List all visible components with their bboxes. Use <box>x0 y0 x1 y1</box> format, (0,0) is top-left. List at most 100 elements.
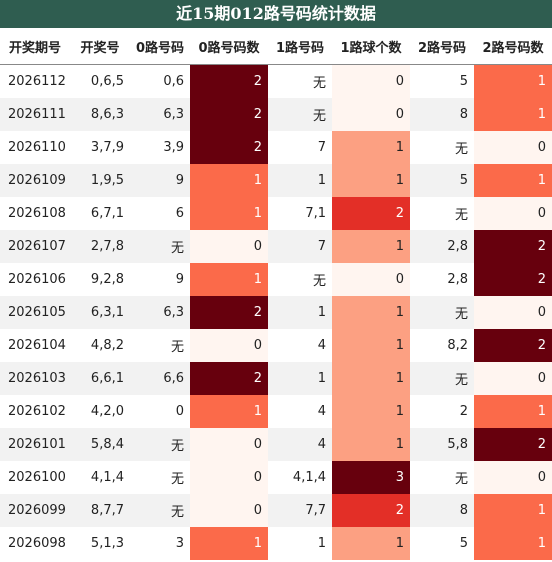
cell: 4,8,2 <box>90 337 124 353</box>
cell: 无 <box>410 295 474 329</box>
count-cell: 1 <box>474 493 552 527</box>
cell: 无 <box>410 361 474 395</box>
cell: 7,7 <box>268 493 332 527</box>
cell: 2026109 <box>0 163 70 197</box>
cell: 4 <box>268 427 332 461</box>
count-cell: 2 <box>332 196 410 230</box>
count-cell: 1 <box>190 262 268 296</box>
cell: 3,7,9 <box>90 139 124 155</box>
count-cell: 1 <box>474 97 552 131</box>
count-cell: 1 <box>474 163 552 197</box>
cell: 2026103 <box>0 361 70 395</box>
cell: 9,2,8 <box>90 271 124 287</box>
cell: 0 <box>175 403 184 419</box>
cell: 4 <box>317 403 326 419</box>
count-cell: 1 <box>190 394 268 428</box>
count-cell: 0 <box>332 64 410 98</box>
count-cell: 2 <box>190 361 268 395</box>
cell: 无 <box>170 471 184 487</box>
row: 2026108 6,7,1 6 1 7,1 2 无 0 <box>0 196 552 230</box>
row: 2026102 4,2,0 0 1 4 1 2 1 <box>0 394 552 428</box>
cell: 1,9,5 <box>70 163 130 197</box>
count-cell: 2 <box>474 262 552 296</box>
cell: 无 <box>454 207 468 223</box>
count-cell: 1 <box>332 130 410 164</box>
count-cell: 0 <box>190 460 268 494</box>
column-header: 开奖号 <box>70 28 130 65</box>
column-header: 0路号码数 <box>190 28 268 65</box>
cell: 9 <box>175 271 184 287</box>
row: 2026107 2,7,8 无 0 7 1 2,8 2 <box>0 229 552 263</box>
cell: 无 <box>130 493 190 527</box>
cell: 5,1,3 <box>90 535 124 551</box>
column-header: 2路号码数 <box>474 28 552 65</box>
cell: 2,7,8 <box>70 229 130 263</box>
row: 2026099 8,7,7 无 0 7,7 2 8 1 <box>0 493 552 527</box>
cell: 5,8,4 <box>70 427 130 461</box>
cell: 5 <box>459 535 468 551</box>
count-cell: 0 <box>332 97 410 131</box>
row: 2026106 9,2,8 9 1 无 0 2,8 2 <box>0 262 552 296</box>
cell: 1 <box>268 163 332 197</box>
count-cell: 0 <box>190 328 268 362</box>
count-cell: 2 <box>474 229 552 263</box>
cell: 2026105 <box>0 295 70 329</box>
cell: 7,1 <box>305 205 326 221</box>
count-cell: 1 <box>332 295 410 329</box>
count-cell: 1 <box>332 229 410 263</box>
count-cell: 1 <box>474 394 552 428</box>
cell: 0,6,5 <box>90 73 124 89</box>
count-cell: 0 <box>190 493 268 527</box>
count-cell: 1 <box>332 163 410 197</box>
cell: 1 <box>268 295 332 329</box>
row: 2026109 1,9,5 9 1 1 1 5 1 <box>0 163 552 197</box>
column-header: 1路号码 <box>268 28 332 65</box>
count-cell: 0 <box>474 295 552 329</box>
count-cell: 2 <box>190 295 268 329</box>
cell: 8 <box>410 493 474 527</box>
cell: 6,3 <box>130 295 190 329</box>
count-cell: 1 <box>332 427 410 461</box>
count-cell: 0 <box>332 262 410 296</box>
cell: 2026104 <box>8 337 66 353</box>
cell: 2026099 <box>0 493 70 527</box>
count-cell: 0 <box>190 229 268 263</box>
count-cell: 1 <box>190 196 268 230</box>
column-header: 0路号码 <box>130 28 190 65</box>
row: 2026100 4,1,4 无 0 4,1,4 3 无 0 <box>0 460 552 494</box>
cell: 0,6 <box>163 73 184 89</box>
row: 2026111 8,6,3 6,3 2 无 0 8 1 <box>0 97 552 131</box>
cell: 2 <box>459 403 468 419</box>
table: 开奖期号 开奖号 0路号码 0路号码数 1路号码 1路球个数 2路号码 2路号码数 20261… <box>0 28 552 560</box>
cell: 5 <box>410 163 474 197</box>
count-cell: 0 <box>474 460 552 494</box>
cell: 6,6 <box>130 361 190 395</box>
cell: 4,2,0 <box>90 403 124 419</box>
cell: 2026101 <box>0 427 70 461</box>
cell: 无 <box>130 229 190 263</box>
title: 近15期012路号码统计数据 <box>0 0 552 28</box>
cell: 5 <box>459 73 468 89</box>
cell: 8 <box>410 97 474 131</box>
cell: 1 <box>268 361 332 395</box>
count-cell: 1 <box>332 328 410 362</box>
row: 2026101 5,8,4 无 0 4 1 5,8 2 <box>0 427 552 461</box>
row: 2026098 5,1,3 3 1 1 1 5 1 <box>0 526 552 560</box>
row: 2026103 6,6,1 6,6 2 1 1 无 0 <box>0 361 552 395</box>
cell: 无 <box>130 427 190 461</box>
cell: 6,7,1 <box>90 205 124 221</box>
cell: 6,6,1 <box>70 361 130 395</box>
cell: 4,1,4 <box>292 469 326 485</box>
cell: 2026110 <box>8 139 66 155</box>
count-cell: 0 <box>474 361 552 395</box>
cell: 1 <box>317 535 326 551</box>
cell: 2026100 <box>8 469 66 485</box>
count-cell: 1 <box>332 361 410 395</box>
cell: 2,8 <box>447 271 468 287</box>
cell: 3 <box>175 535 184 551</box>
cell: 2026108 <box>8 205 66 221</box>
row: 2026105 6,3,1 6,3 2 1 1 无 0 <box>0 295 552 329</box>
cell: 3,9 <box>163 139 184 155</box>
cell: 8,2 <box>447 337 468 353</box>
